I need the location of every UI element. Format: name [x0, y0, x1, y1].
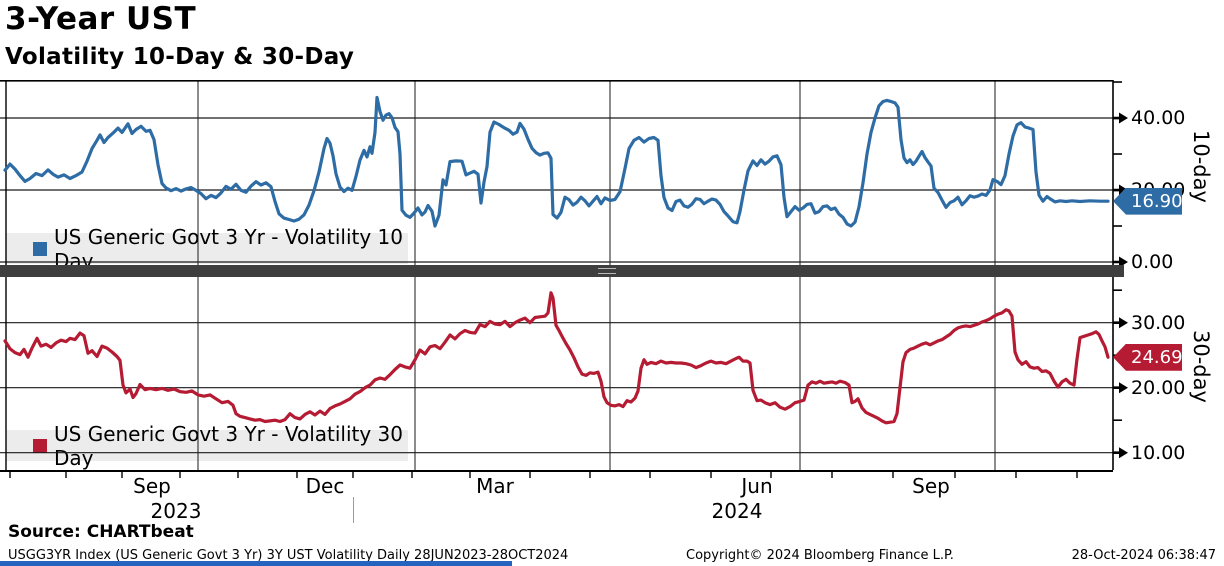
y-axis-arrow-tick-icon — [1113, 112, 1128, 124]
page-subtitle: Volatility 10-Day & 30-Day — [5, 44, 355, 70]
x-month-label: Sep — [133, 474, 171, 498]
source-label: Source: CHARTbeat — [8, 522, 194, 542]
axis-label-10-day: 10-day — [1189, 130, 1213, 203]
legend-volatility-10-day[interactable]: US Generic Govt 3 Yr - Volatility 10 Day — [6, 225, 408, 273]
y-tick-label: 40.00 — [1131, 107, 1186, 129]
y-tick-label: 10.00 — [1131, 441, 1186, 464]
x-month-label: Mar — [476, 474, 514, 498]
x-year-label: 2023 — [150, 499, 202, 523]
x-month-label: Dec — [305, 474, 345, 498]
bottom-accent-bar — [0, 561, 512, 566]
panel-separator — [0, 265, 1124, 277]
page-title: 3-Year UST — [5, 1, 197, 37]
legend-swatch-blue-icon — [33, 241, 47, 256]
x-month-label: Sep — [912, 474, 950, 498]
legend-volatility-30-day[interactable]: US Generic Govt 3 Yr - Volatility 30 Day — [6, 422, 408, 470]
y-tick-label: 20.00 — [1131, 376, 1186, 399]
copyright-notice: Copyright© 2024 Bloomberg Finance L.P. — [686, 548, 954, 563]
panel-resize-handle-icon[interactable] — [598, 268, 616, 274]
year-divider-line — [353, 497, 354, 523]
x-month-label: Jun — [741, 474, 773, 498]
y-axis-arrow-tick-icon — [1113, 317, 1128, 329]
legend-label: US Generic Govt 3 Yr - Volatility 10 Day — [54, 224, 404, 273]
series-line-vol30 — [3, 291, 1110, 425]
axis-label-30-day: 30-day — [1189, 330, 1213, 403]
y-tick-label: 0.00 — [1131, 251, 1174, 273]
y-axis-arrow-tick-icon — [1113, 382, 1128, 394]
legend-label: US Generic Govt 3 Yr - Volatility 30 Day — [54, 421, 404, 470]
x-year-label: 2024 — [711, 499, 763, 523]
series-line-vol10 — [3, 95, 1110, 228]
y-axis-arrow-tick-icon — [1113, 447, 1128, 459]
y-tick-label: 30.00 — [1131, 311, 1186, 334]
last-value-badge-10-day: 16.90 — [1113, 187, 1182, 215]
timestamp: 28-Oct-2024 06:38:47 — [1071, 548, 1216, 563]
legend-swatch-red-icon — [33, 438, 47, 453]
ticker-description: USGG3YR Index (US Generic Govt 3 Yr) 3Y … — [8, 548, 569, 563]
last-value-badge-30-day: 24.69 — [1113, 343, 1182, 371]
y-axis-arrow-tick-icon — [1113, 256, 1128, 265]
